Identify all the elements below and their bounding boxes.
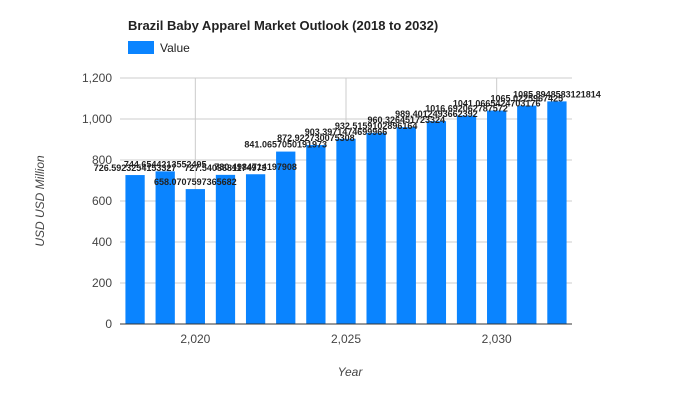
bar-data-label: 932.5159102896164 xyxy=(335,121,418,131)
bar xyxy=(456,115,477,324)
bar-data-label: 872.922730075308 xyxy=(277,133,355,143)
x-tick-label: 2,020 xyxy=(180,332,210,346)
bar-data-label: 658.0707597365682 xyxy=(154,177,237,187)
y-tick-label: 200 xyxy=(92,276,112,290)
bar-data-label: 726.5923254153327 xyxy=(94,163,177,173)
bar xyxy=(426,121,447,324)
bar-data-label: 989.4012493662392 xyxy=(395,109,478,119)
bar-data-label: 727.5408681174973 xyxy=(184,163,266,173)
bars xyxy=(125,101,567,324)
y-tick-label: 0 xyxy=(105,317,112,331)
y-tick-label: 800 xyxy=(92,153,112,167)
legend: Value xyxy=(128,41,190,55)
y-tick-label: 400 xyxy=(92,235,112,249)
bar-data-label: 1041.0665424703176 xyxy=(453,99,541,109)
y-tick-label: 600 xyxy=(92,194,112,208)
bar xyxy=(306,145,326,324)
legend-label-value: Value xyxy=(160,41,190,55)
bar-data-label: 1016.692062787572 xyxy=(425,104,508,114)
bar xyxy=(155,171,175,324)
bar xyxy=(245,174,266,324)
bar xyxy=(336,138,356,324)
bar xyxy=(276,151,296,324)
x-tick-label: 2,025 xyxy=(331,332,361,346)
bar-data-label: 1085.8948583121814 xyxy=(513,89,601,99)
bar xyxy=(396,127,416,324)
y-tick-label: 1,200 xyxy=(82,71,112,85)
bar xyxy=(215,174,236,324)
bar xyxy=(125,175,145,324)
bar xyxy=(487,110,507,324)
bar xyxy=(517,105,537,324)
x-tick-label: 2,030 xyxy=(482,332,512,346)
bar xyxy=(547,101,567,324)
chart-title: Brazil Baby Apparel Market Outlook (2018… xyxy=(128,18,438,33)
bar xyxy=(366,132,386,324)
x-axis-title: Year xyxy=(338,365,364,379)
bar-data-label: 1065.0225967425 xyxy=(491,94,564,104)
bar-data-label: 730.4984714197908 xyxy=(214,162,297,172)
y-axis-title: USD USD Million xyxy=(33,155,47,247)
bar-data-label: 744.6544213552495 xyxy=(124,159,207,169)
bar-data-label: 903.3971474699966 xyxy=(305,127,388,137)
x-axis-ticks: 2,020 2,025 2,030 xyxy=(180,332,512,346)
bar-data-label: 841.0657050191973 xyxy=(244,140,327,150)
bar xyxy=(185,189,205,324)
legend-swatch-value xyxy=(128,41,154,54)
bar-data-label: 960.326451723324 xyxy=(367,115,445,125)
y-tick-label: 1,000 xyxy=(82,112,112,126)
y-axis-ticks: 0 200 400 600 800 1,000 1,200 xyxy=(82,71,112,331)
